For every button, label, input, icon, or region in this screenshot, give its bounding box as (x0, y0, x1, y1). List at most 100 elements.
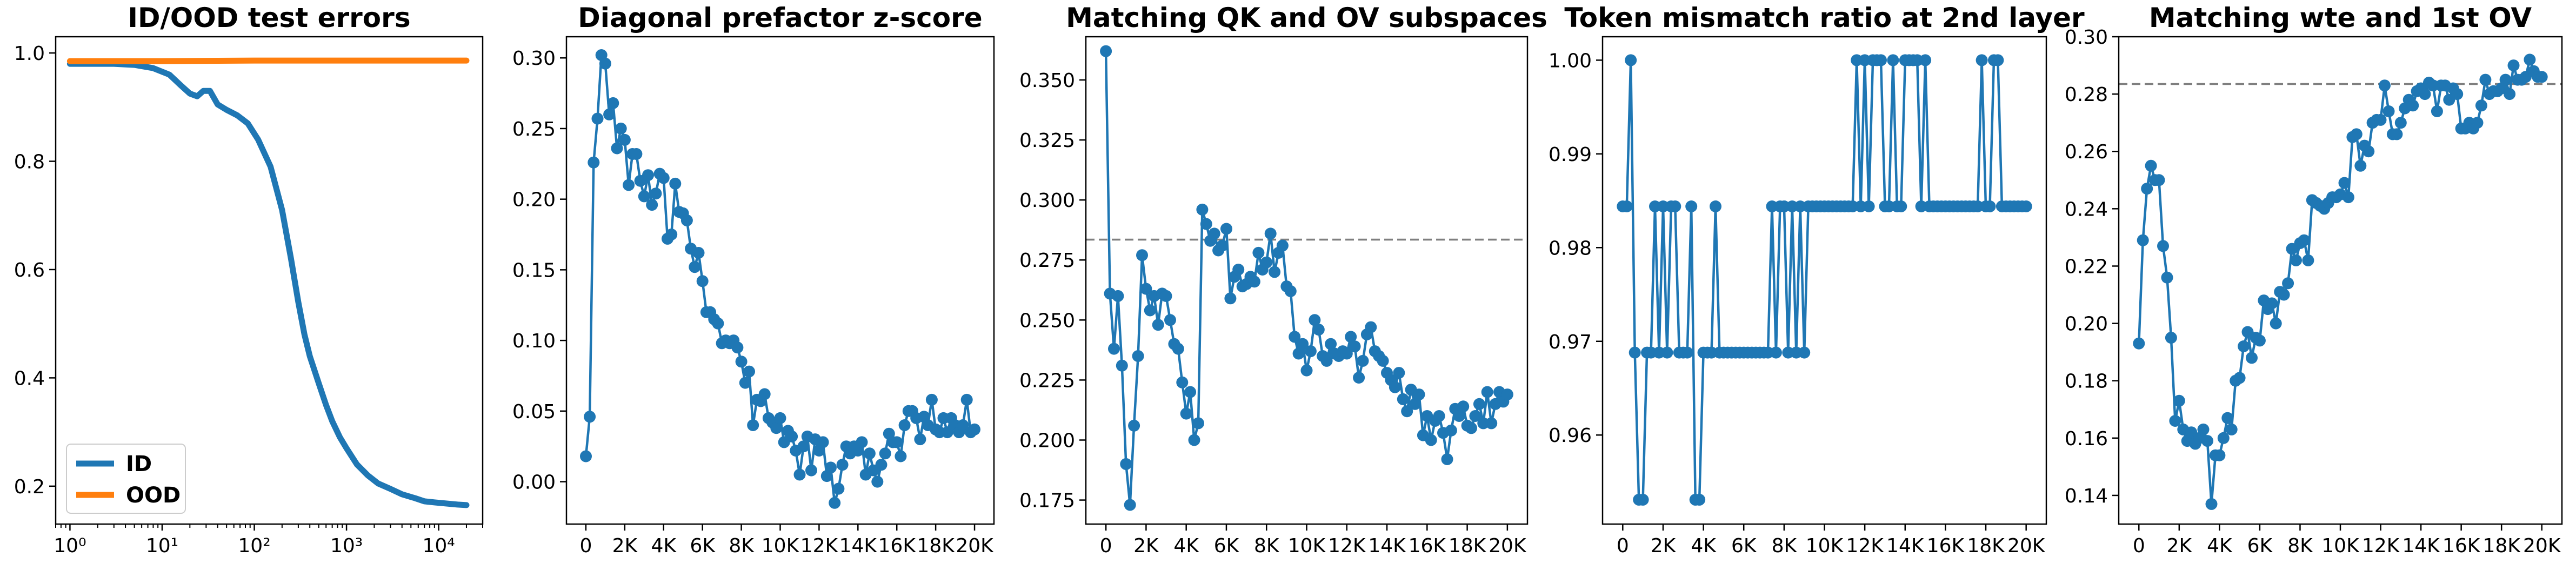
data-point (2535, 71, 2548, 83)
data-point (1453, 410, 1465, 422)
x-tick-label: 14K (2402, 535, 2440, 557)
data-point (1992, 54, 2004, 66)
data-point (1409, 398, 1421, 410)
data-point (1685, 200, 1698, 212)
axes-frame (2118, 36, 2563, 525)
y-tick-label: 0.6 (14, 259, 45, 281)
data-point (2504, 88, 2516, 100)
y-tick-label: 0.350 (1019, 70, 1075, 92)
data-point (743, 365, 755, 378)
chart-title: Matching wte and 1st OV (2149, 2, 2532, 33)
x-tick-label: 10K (2321, 535, 2360, 557)
data-point (2475, 99, 2487, 112)
data-point (1357, 354, 1369, 367)
data-point (825, 461, 837, 474)
x-tick-label: 20K (956, 535, 994, 557)
x-tick-label: 2K (1651, 535, 1677, 557)
data-point (2141, 183, 2153, 195)
data-point (1264, 227, 1277, 240)
data-point (1116, 359, 1128, 372)
data-point (1132, 350, 1144, 362)
data-point (957, 419, 969, 431)
data-point (1441, 453, 1453, 465)
data-point (1128, 419, 1140, 432)
data-point (863, 447, 876, 460)
y-tick-label: 0.300 (1019, 190, 1075, 212)
data-point (1481, 386, 1493, 398)
data-point (1397, 393, 1409, 405)
data-point (2201, 435, 2213, 447)
y-tick-label: 0.325 (1019, 130, 1075, 152)
data-point (615, 122, 627, 135)
data-point (1393, 367, 1405, 379)
x-tick-label: 10¹ (146, 535, 178, 557)
data-point (1180, 407, 1192, 420)
data-point (2298, 234, 2310, 246)
data-point (969, 423, 980, 435)
y-tick-label: 0.16 (2065, 428, 2108, 450)
data-point (618, 133, 631, 146)
data-point (2431, 105, 2443, 117)
data-point (2407, 99, 2419, 112)
data-point (1297, 338, 1309, 350)
y-tick-label: 0.175 (1019, 490, 1075, 512)
data-point (925, 393, 938, 406)
data-point (642, 169, 654, 182)
chart-title: Token mismatch ratio at 2nd layer (1564, 2, 2085, 33)
x-tick-label: 16K (1409, 535, 1447, 557)
data-point (891, 436, 903, 448)
data-point (1413, 388, 1425, 401)
data-point (2221, 412, 2234, 424)
y-tick-label: 0.225 (1019, 370, 1075, 392)
x-tick-label: 6K (1214, 535, 1240, 557)
data-point (1164, 314, 1176, 326)
x-tick-label: 2K (2167, 535, 2193, 557)
data-point (2342, 191, 2354, 204)
data-point (2282, 277, 2294, 290)
data-point (1875, 54, 1887, 66)
data-point (1389, 381, 1401, 393)
data-point (692, 247, 705, 259)
data-point (1136, 249, 1148, 261)
data-point (638, 190, 650, 203)
data-point (584, 411, 596, 423)
data-point (2266, 297, 2278, 310)
data-point (1895, 200, 1907, 212)
data-point (1469, 410, 1481, 422)
y-tick-label: 0.20 (512, 189, 556, 211)
data-point (1984, 200, 1996, 212)
data-point (1693, 493, 1706, 506)
chart-panel-5: Matching wte and 1st OV 0 2K 4K 6K 8K 10K 12K 14… (2065, 2, 2563, 557)
x-tick-label: 14K (1368, 535, 1406, 557)
data-point (630, 148, 643, 160)
data-point (898, 419, 911, 431)
data-point (1669, 200, 1681, 212)
data-point (832, 482, 845, 495)
data-point (2153, 174, 2165, 186)
data-point (747, 419, 759, 431)
data-point (1661, 346, 1673, 359)
data-point (829, 497, 841, 509)
data-point (712, 317, 724, 330)
x-tick-label: 12K (1328, 535, 1366, 557)
data-point (1401, 405, 1413, 418)
y-tick-label: 1.00 (1549, 50, 1592, 72)
y-tick-label: 0.8 (14, 151, 45, 173)
y-tick-label: 0.28 (2065, 84, 2108, 106)
data-point (1377, 354, 1389, 367)
x-tick-label: 8K (729, 535, 755, 557)
data-point (588, 156, 600, 169)
x-tick-label: 18K (1967, 535, 2005, 557)
x-tick-label: 14K (1886, 535, 1925, 557)
x-tick-label: 10⁰ (54, 535, 86, 557)
chart-title: ID/OOD test errors (128, 2, 410, 33)
legend-label-ood: OOD (126, 483, 181, 508)
y-tick-label: 0.97 (1549, 331, 1592, 353)
data-point (2173, 394, 2185, 407)
y-tick-label: 0.99 (1549, 144, 1592, 166)
data-point (1100, 45, 1112, 57)
data-point (1325, 338, 1337, 350)
data-point (1124, 499, 1136, 511)
x-tick-label: 20K (2523, 535, 2561, 557)
data-point (2165, 332, 2177, 344)
